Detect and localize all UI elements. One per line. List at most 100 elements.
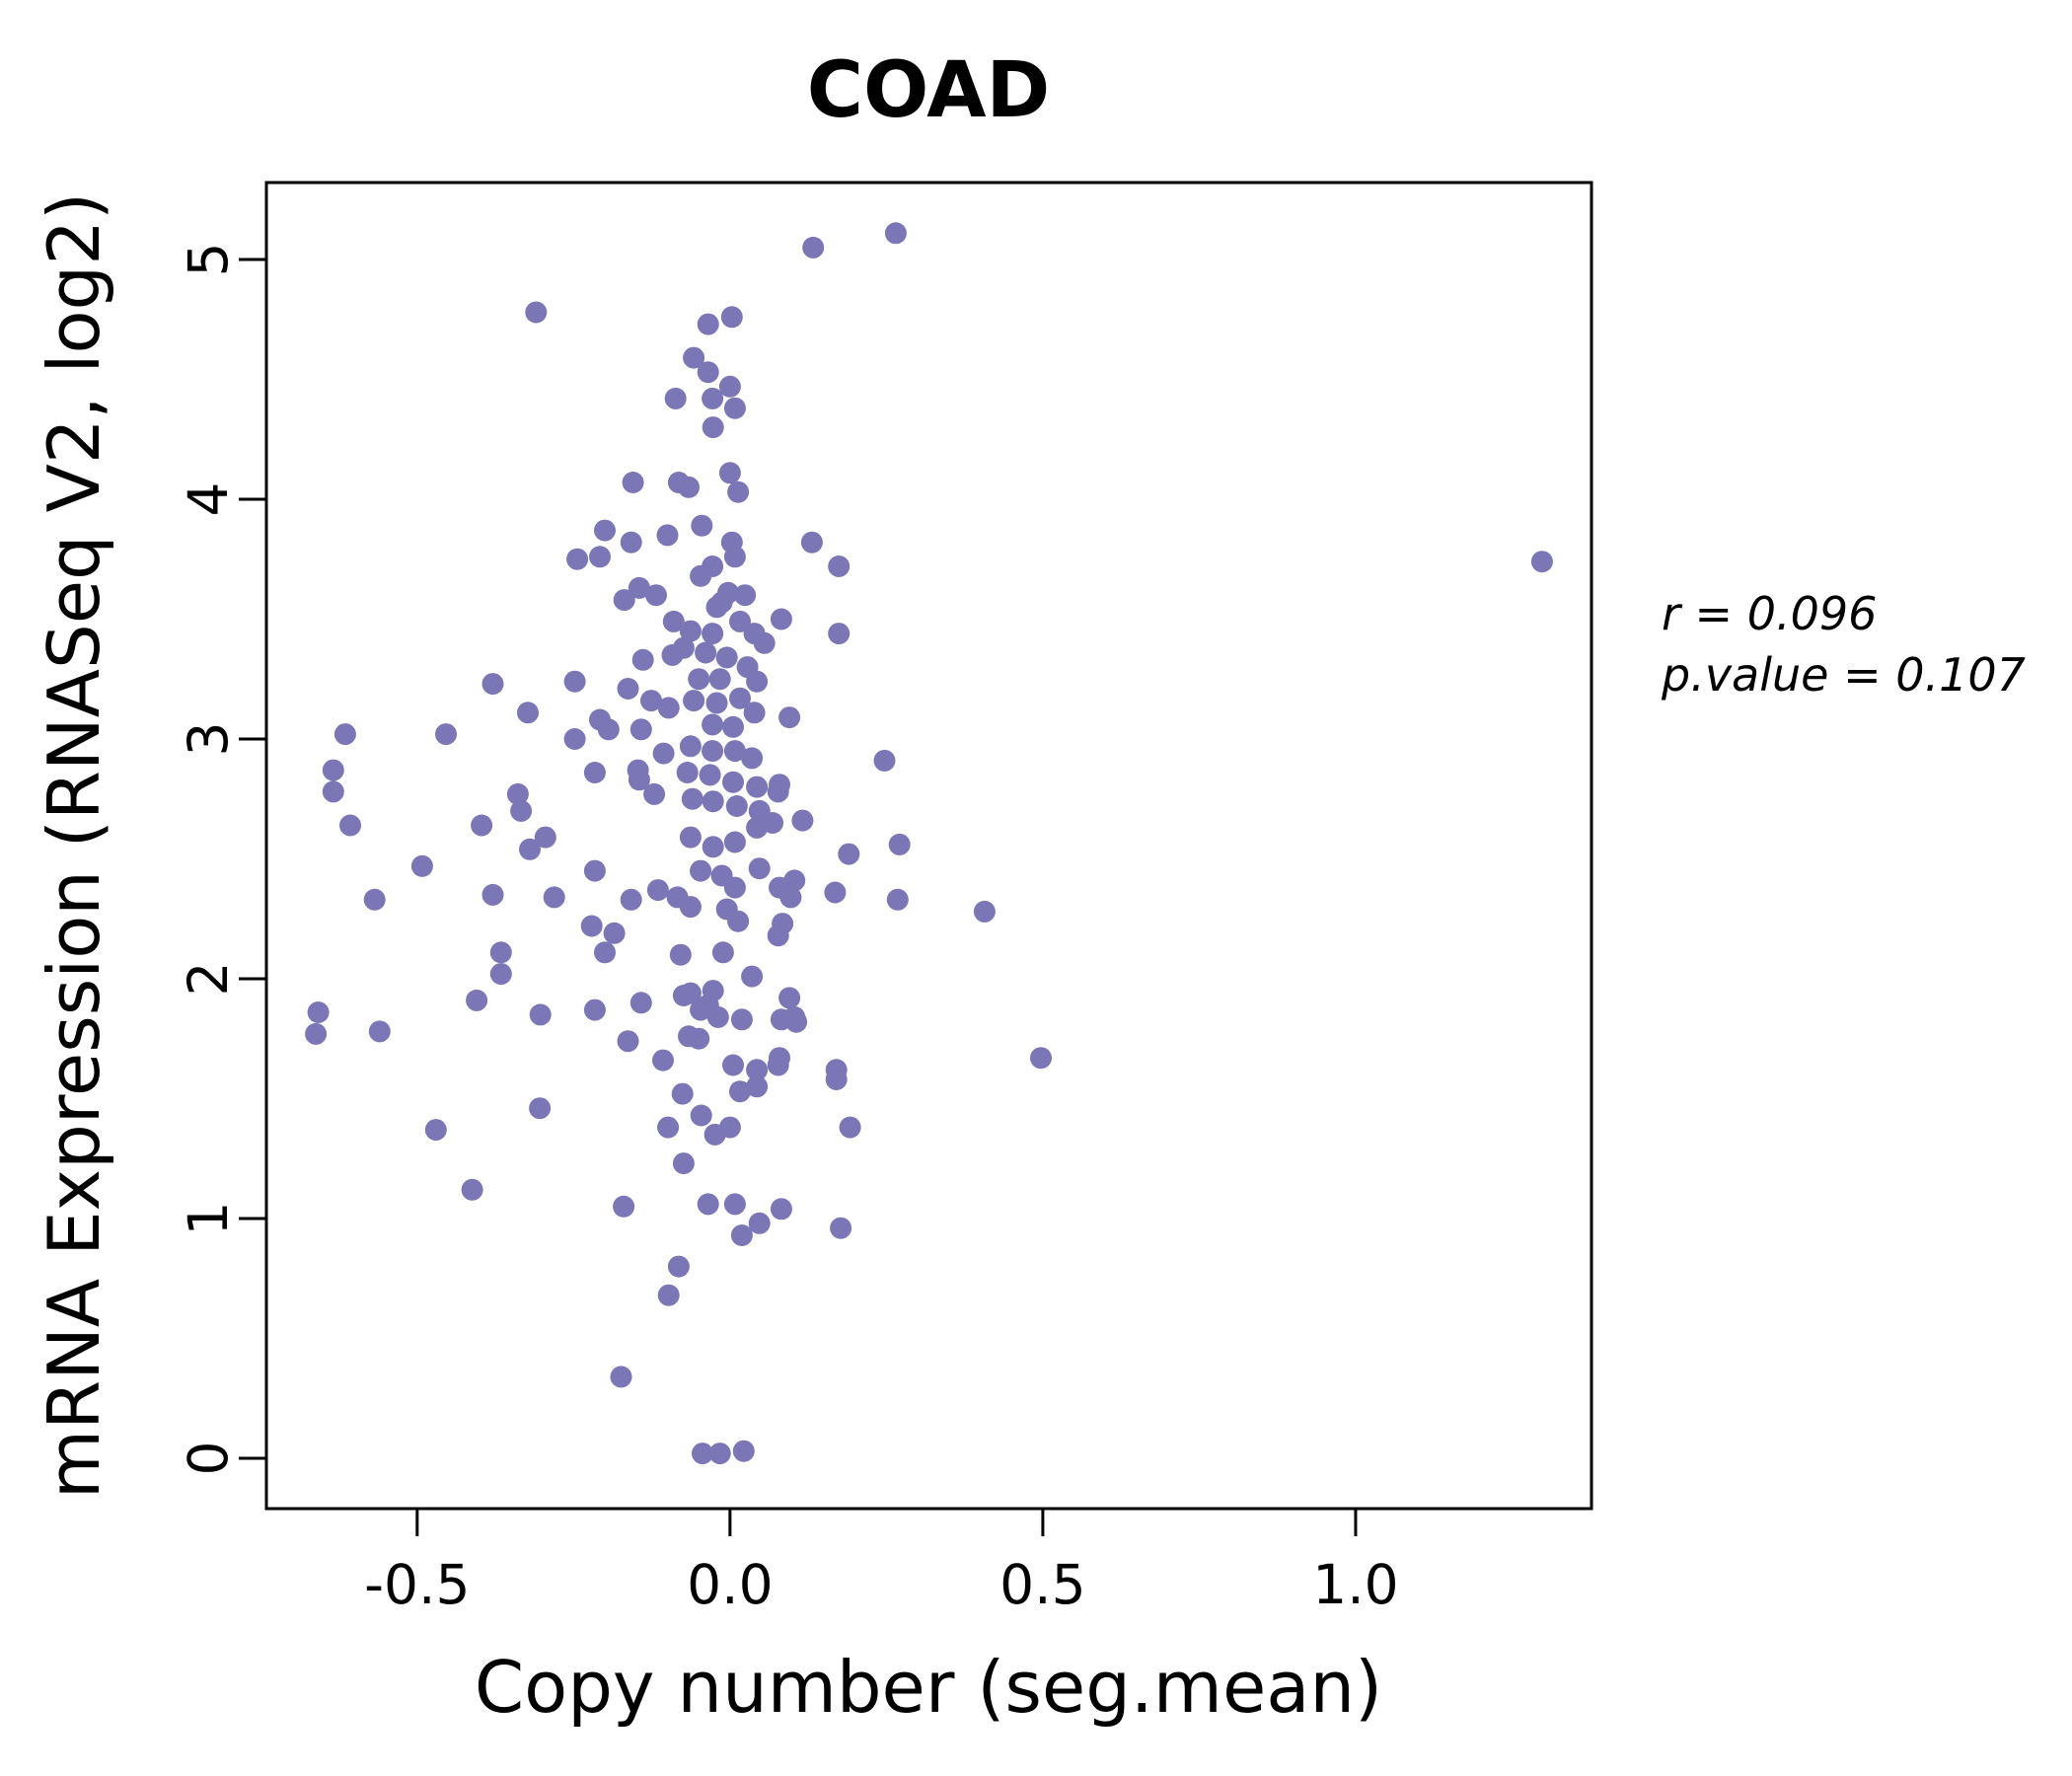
data-point [743, 702, 766, 724]
data-point [711, 941, 734, 964]
data-point [690, 859, 712, 882]
data-point [613, 589, 635, 612]
data-point [661, 643, 684, 666]
data-point [629, 992, 652, 1014]
data-point [305, 1022, 328, 1045]
data-point [706, 1005, 729, 1028]
data-point [778, 987, 801, 1009]
data-point [727, 910, 750, 932]
data-point [333, 723, 356, 746]
data-point [676, 762, 699, 783]
y-tick-label: 2 [177, 961, 240, 996]
data-point [708, 668, 731, 691]
data-point [839, 1116, 861, 1139]
data-point [746, 1059, 769, 1081]
data-point [703, 1123, 726, 1146]
data-point [643, 782, 666, 805]
data-point [517, 702, 539, 724]
data-point [746, 776, 769, 798]
data-point [583, 999, 606, 1021]
data-point [597, 718, 620, 741]
data-point [681, 787, 703, 810]
data-point [779, 886, 802, 909]
data-point [697, 313, 719, 335]
data-point [791, 809, 814, 832]
data-point [688, 1027, 710, 1050]
data-point [702, 836, 724, 858]
data-point [730, 1008, 753, 1031]
data-point [589, 546, 611, 568]
chart-title: COAD [807, 46, 1051, 135]
data-point [640, 690, 662, 712]
y-tick-label: 4 [177, 481, 240, 516]
data-point [662, 610, 685, 632]
data-point [692, 1443, 713, 1465]
data-point [679, 896, 702, 919]
data-point [683, 346, 705, 369]
data-point [723, 1193, 746, 1216]
data-point [767, 925, 789, 947]
data-point [580, 915, 603, 937]
data-point [461, 1178, 483, 1201]
y-tick-label: 0 [177, 1441, 240, 1475]
scatter-points-group [305, 222, 1553, 1465]
data-point [657, 1284, 680, 1306]
data-point [732, 1440, 755, 1462]
data-point [741, 965, 764, 988]
data-point [628, 576, 650, 599]
data-point [702, 790, 724, 813]
data-point [603, 922, 626, 944]
data-point [722, 771, 744, 793]
y-tick-label: 1 [177, 1201, 240, 1235]
data-point [702, 713, 724, 736]
data-point [620, 531, 642, 554]
data-point [746, 1075, 769, 1098]
plot-frame [264, 181, 1593, 1511]
correlation-pvalue-annotation: p.value = 0.107 [1661, 648, 2026, 702]
data-point [652, 1049, 674, 1072]
data-point [620, 888, 642, 911]
data-point [622, 472, 644, 493]
data-point [471, 814, 493, 837]
data-point [695, 641, 717, 664]
data-point [725, 795, 748, 817]
data-point [489, 941, 512, 964]
data-point [802, 236, 825, 259]
data-point [363, 888, 386, 911]
data-point [886, 888, 909, 911]
data-point [825, 1069, 848, 1090]
data-point [307, 1001, 330, 1023]
x-tick-label: 0.0 [687, 1553, 773, 1616]
data-point [729, 1080, 751, 1103]
data-point [702, 387, 724, 409]
data-point [671, 1082, 694, 1105]
data-point [481, 883, 504, 906]
data-point [594, 941, 616, 964]
data-point [770, 608, 792, 630]
data-point [1030, 1047, 1052, 1070]
data-point [646, 879, 669, 902]
data-point [583, 859, 606, 882]
data-point [705, 596, 728, 619]
data-point [746, 670, 769, 693]
data-point [657, 697, 680, 719]
data-point [339, 814, 361, 837]
data-point [424, 1119, 447, 1142]
y-tick-label: 3 [177, 721, 240, 756]
data-point [723, 831, 746, 853]
data-point [481, 673, 504, 696]
x-axis-title: Copy number (seg.mean) [475, 1646, 1382, 1729]
data-point [667, 1255, 690, 1278]
y-axis-title: mRNA Expression (RNASeq V2, log2) [33, 192, 115, 1499]
data-point [691, 514, 713, 537]
data-point [683, 690, 705, 712]
data-point [767, 1054, 789, 1076]
data-point [824, 881, 847, 904]
data-point [778, 706, 801, 729]
data-point [873, 749, 896, 772]
correlation-r-annotation: r = 0.096 [1662, 587, 1877, 640]
x-tick-label: 1.0 [1312, 1553, 1398, 1616]
data-point [727, 481, 750, 503]
data-point [628, 769, 650, 791]
